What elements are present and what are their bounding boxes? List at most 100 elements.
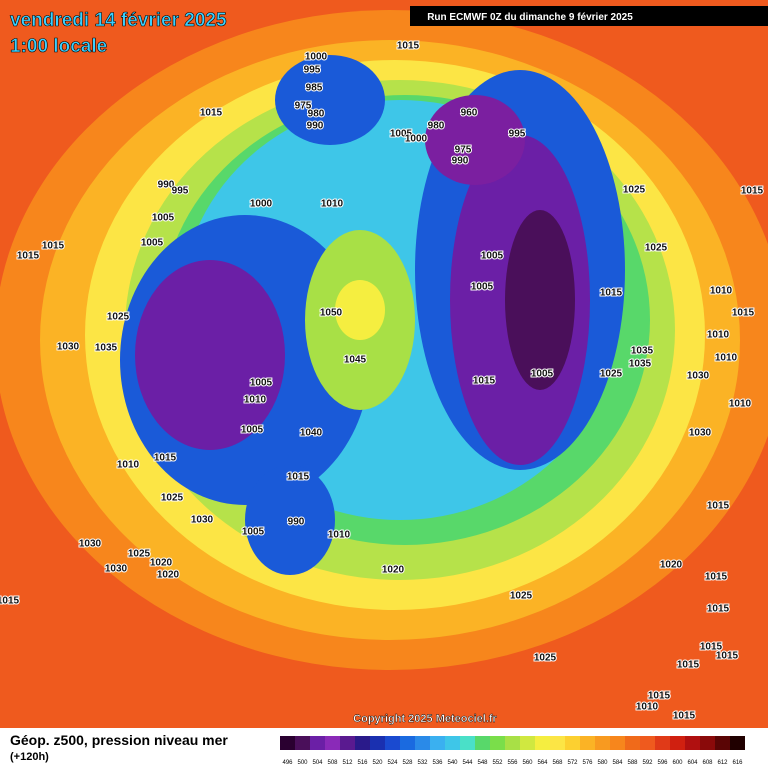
isobar-label: 1010: [636, 702, 659, 713]
map-field: [0, 0, 768, 728]
isobar-label: 1015: [287, 472, 310, 483]
isobar-label: 1005: [390, 129, 413, 140]
isobar-label: 1015: [707, 501, 730, 512]
isobar-label: 975: [295, 101, 312, 112]
isobar-label: 1015: [0, 596, 20, 607]
footer-lead: (+120h): [10, 751, 49, 763]
scale-label: 548: [477, 760, 488, 766]
isobar-label: 1020: [150, 558, 173, 569]
isobar-label: 980: [428, 121, 445, 132]
isobar-label: 1015: [732, 308, 755, 319]
scale-swatch: [340, 736, 355, 750]
isobar-label: 1005: [481, 251, 504, 262]
isobar-label: 1005: [471, 282, 494, 293]
scale-label: 588: [627, 760, 638, 766]
isobar-label: 975: [455, 145, 472, 156]
isobar-label: 1015: [200, 108, 223, 119]
scale-swatch: [610, 736, 625, 750]
scale-label: 516: [357, 760, 368, 766]
scale-label: 572: [567, 760, 578, 766]
scale-swatch: [460, 736, 475, 750]
isobar-label: 1005: [242, 527, 265, 538]
isobar-label: 1025: [161, 493, 184, 504]
isobar-label: 1010: [715, 353, 738, 364]
isobar-label: 1025: [128, 549, 151, 560]
isobar-label: 1010: [321, 199, 344, 210]
isobar-label: 985: [306, 83, 323, 94]
isobar-label: 1040: [300, 428, 323, 439]
scale-swatch: [580, 736, 595, 750]
isobar-label: 1030: [79, 539, 102, 550]
run-box: [410, 6, 768, 26]
isobar-label: 1015: [716, 651, 739, 662]
isobar-label: 1010: [328, 530, 351, 541]
scale-label: 580: [597, 760, 608, 766]
scale-swatch: [565, 736, 580, 750]
scale-swatch: [625, 736, 640, 750]
scale-swatch: [325, 736, 340, 750]
scale-swatch: [640, 736, 655, 750]
isobar-label: 1005: [152, 213, 175, 224]
scale-label: 616: [732, 760, 743, 766]
scale-swatch: [685, 736, 700, 750]
isobar-label: 1030: [689, 428, 712, 439]
scale-label: 576: [582, 760, 593, 766]
scale-label: 528: [402, 760, 413, 766]
isobar-label: 1015: [673, 711, 696, 722]
date-label: vendredi 14 février 2025: [10, 10, 227, 31]
scale-label: 596: [657, 760, 668, 766]
isobar-label: 1015: [707, 604, 730, 615]
scale-swatch: [550, 736, 565, 750]
scale-swatch: [445, 736, 460, 750]
scale-swatch: [400, 736, 415, 750]
isobar-label: 1015: [473, 376, 496, 387]
isobar-label: 1010: [707, 330, 730, 341]
isobar-label: 995: [304, 65, 321, 76]
isobar-label: 990: [307, 121, 324, 132]
time-label: 1:00 locale: [10, 36, 107, 57]
isobar-label: 1035: [95, 343, 118, 354]
scale-label: 504: [312, 760, 323, 766]
scale-swatch: [535, 736, 550, 750]
scale-label: 552: [492, 760, 503, 766]
scale-swatch: [415, 736, 430, 750]
isobar-label: 1025: [645, 243, 668, 254]
isobar-label: 1015: [397, 41, 420, 52]
isobar-label: 1025: [600, 369, 623, 380]
isobar-label: 1010: [244, 395, 267, 406]
scale-label: 544: [462, 760, 473, 766]
scale-label: 540: [447, 760, 458, 766]
isobar-label: 1025: [623, 185, 646, 196]
scale-swatch: [295, 736, 310, 750]
isobar-label: 1015: [705, 572, 728, 583]
scale-label: 612: [717, 760, 728, 766]
scale-swatch: [475, 736, 490, 750]
footer-title: Géop. z500, pression niveau mer: [10, 732, 228, 748]
isobar-label: 1010: [117, 460, 140, 471]
scale-label: 556: [507, 760, 518, 766]
isobar-label: 1035: [631, 346, 654, 357]
scale-swatch: [715, 736, 730, 750]
scale-label: 532: [417, 760, 428, 766]
isobar-label: 995: [509, 129, 526, 140]
run-label: Run ECMWF 0Z du dimanche 9 février 2025: [427, 12, 633, 23]
scale-label: 568: [552, 760, 563, 766]
isobar-label: 1015: [700, 642, 723, 653]
isobar-label: 1045: [344, 355, 367, 366]
isobar-label: 1025: [510, 591, 533, 602]
scale-label: 512: [342, 760, 353, 766]
isobar-label: 995: [172, 186, 189, 197]
isobar-label: 1000: [250, 199, 273, 210]
isobar-label: 1025: [107, 312, 130, 323]
isobar-label: 990: [288, 517, 305, 528]
scale-label: 564: [537, 760, 548, 766]
scale-label: 608: [702, 760, 713, 766]
isobar-label: 1020: [660, 560, 683, 571]
scale-swatch: [355, 736, 370, 750]
scale-swatch: [670, 736, 685, 750]
isobar-label: 1005: [241, 425, 264, 436]
scale-label: 524: [387, 760, 398, 766]
scale-label: 508: [327, 760, 338, 766]
